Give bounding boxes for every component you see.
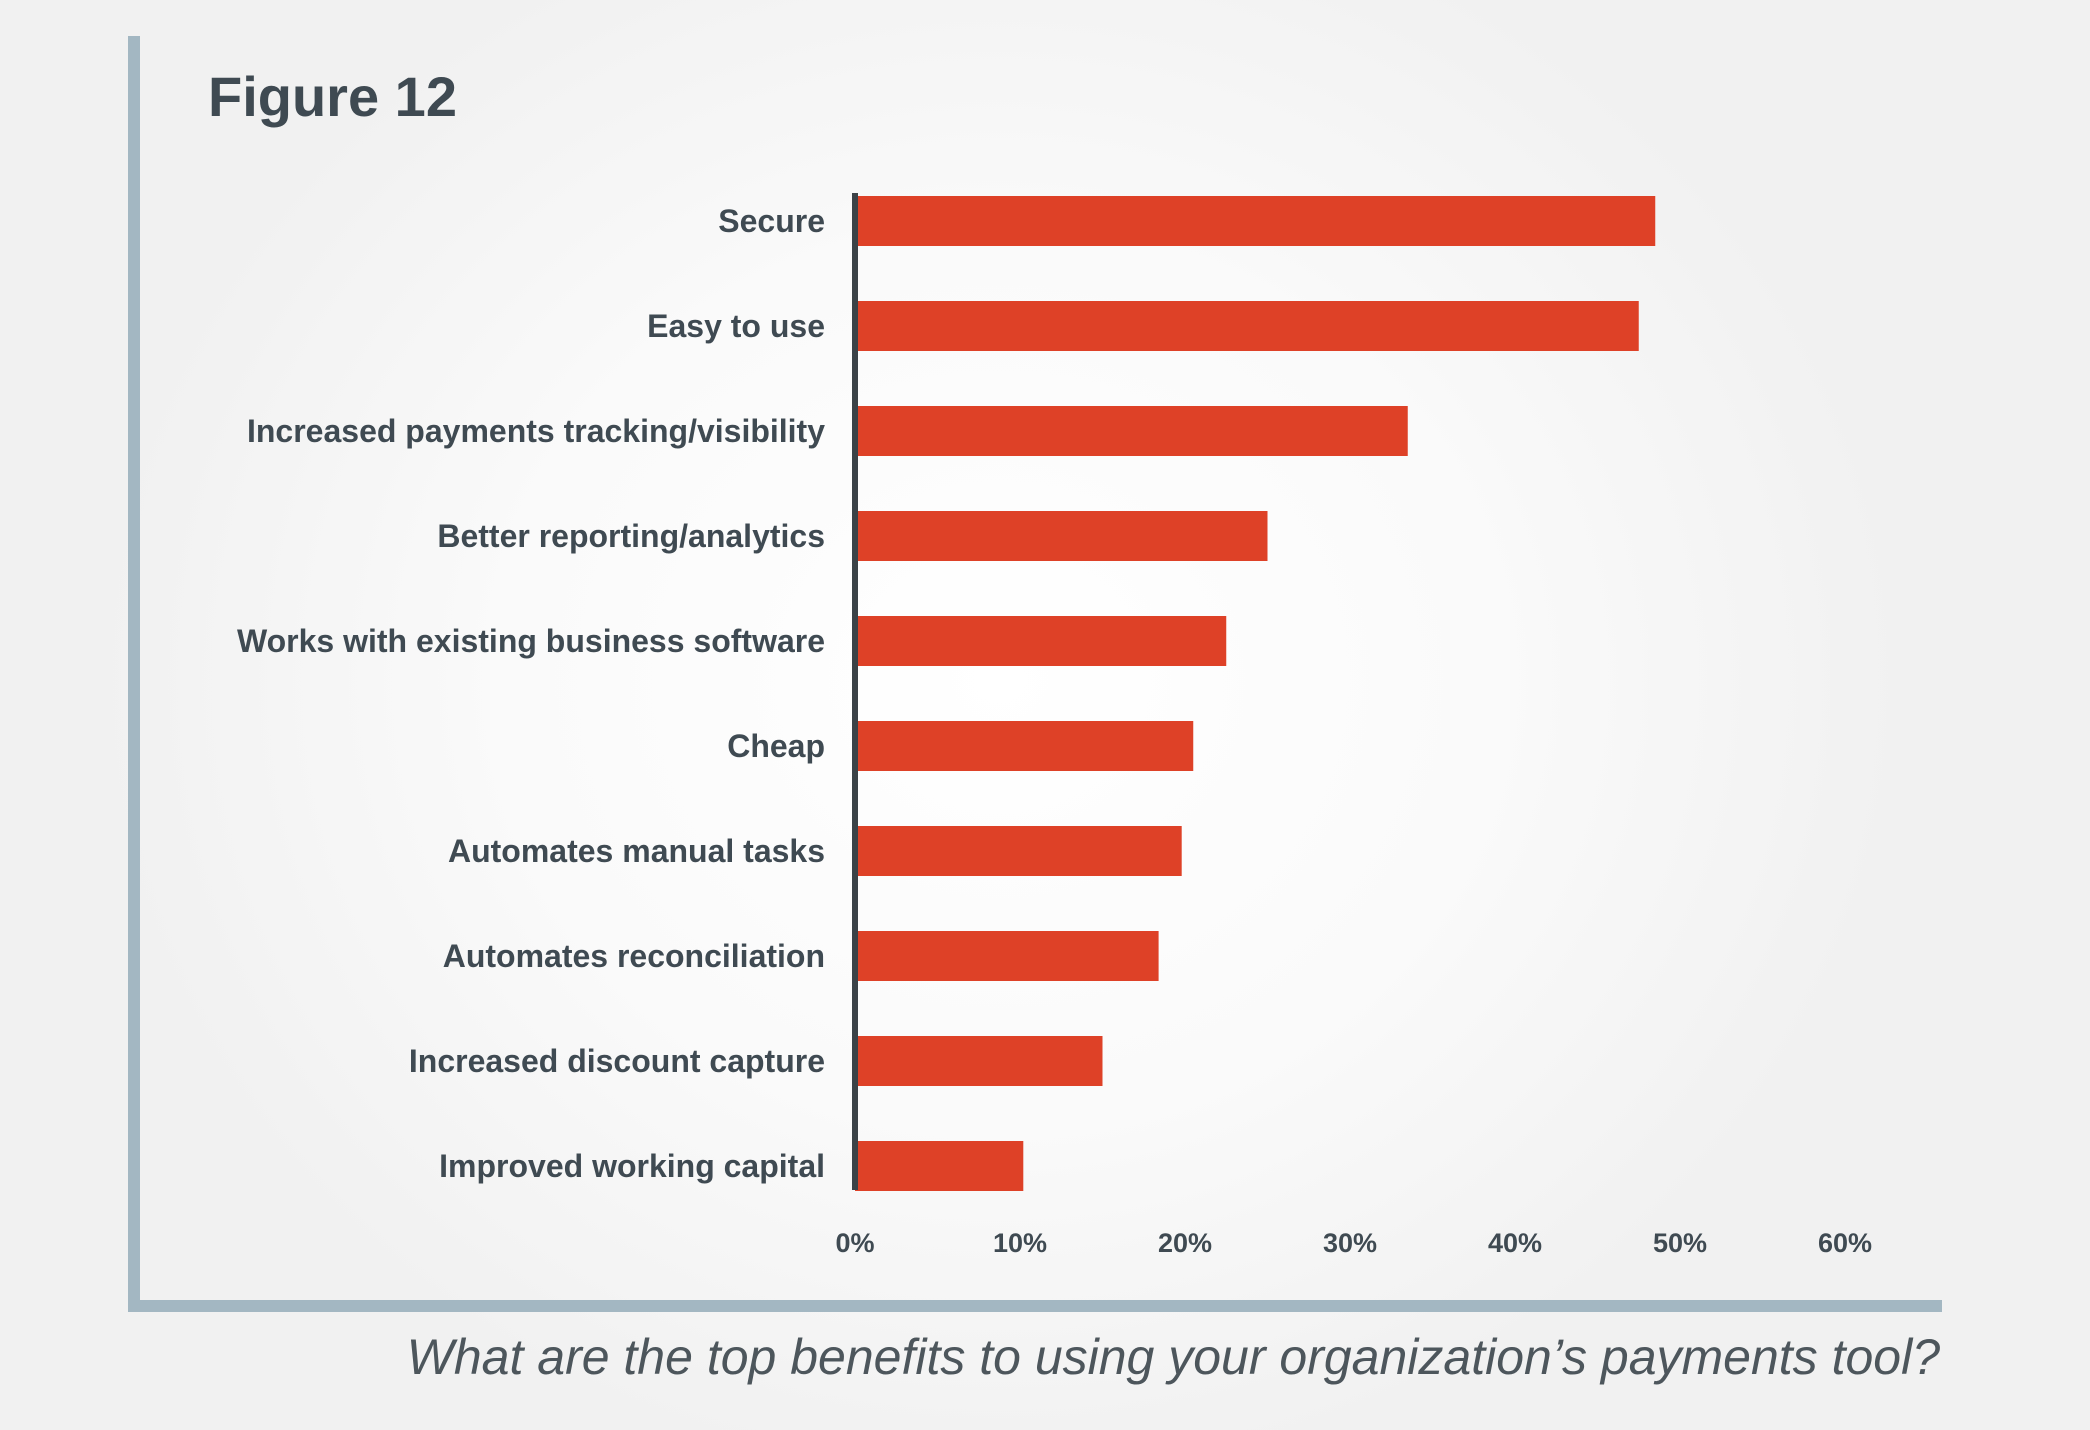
category-label-8: Automates reconciliation <box>443 938 825 974</box>
frame-bottom-border <box>128 1300 1942 1312</box>
bar-8 <box>855 931 1159 981</box>
category-label-6: Cheap <box>727 728 825 764</box>
x-tick-label-3: 30% <box>1323 1228 1377 1258</box>
category-label-1: Secure <box>718 203 825 239</box>
bar-9 <box>855 1036 1103 1086</box>
x-tick-labels-group: 0% 10% 20% 30% 40% 50% 60% <box>835 1228 1872 1258</box>
bar-5 <box>855 616 1227 666</box>
category-labels-group: Secure Easy to use Increased payments trac… <box>237 203 825 1184</box>
category-label-10: Improved working capital <box>439 1148 825 1184</box>
category-label-3: Increased payments tracking/visibility <box>247 413 825 449</box>
bar-3 <box>855 406 1408 456</box>
x-tick-label-2: 20% <box>1158 1228 1212 1258</box>
category-label-7: Automates manual tasks <box>448 833 825 869</box>
figure-caption: What are the top benefits to using your … <box>406 1329 1940 1385</box>
x-tick-label-1: 10% <box>993 1228 1047 1258</box>
category-label-2: Easy to use <box>647 308 825 344</box>
bar-7 <box>855 826 1182 876</box>
x-tick-label-4: 40% <box>1488 1228 1542 1258</box>
bar-10 <box>855 1141 1024 1191</box>
category-label-5: Works with existing business software <box>237 623 825 659</box>
figure-title: Figure 12 <box>208 65 457 128</box>
bar-2 <box>855 301 1639 351</box>
category-label-9: Increased discount capture <box>409 1043 825 1079</box>
bar-6 <box>855 721 1194 771</box>
category-label-4: Better reporting/analytics <box>437 518 825 554</box>
x-tick-label-5: 50% <box>1653 1228 1707 1258</box>
frame-left-border <box>128 36 140 1312</box>
x-tick-label-0: 0% <box>835 1228 874 1258</box>
bars-group <box>855 196 1656 1191</box>
bar-4 <box>855 511 1268 561</box>
x-tick-label-6: 60% <box>1818 1228 1872 1258</box>
bar-1 <box>855 196 1656 246</box>
